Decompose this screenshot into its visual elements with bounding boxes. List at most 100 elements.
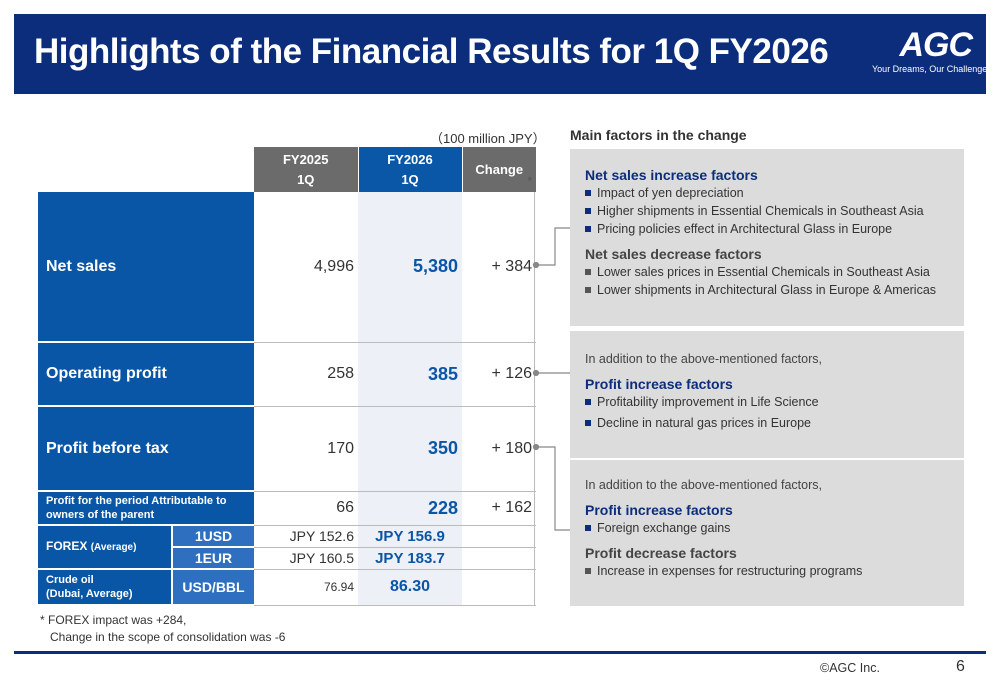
square-bullet-icon: [585, 207, 591, 214]
list-item: Decline in natural gas prices in Europe: [585, 416, 964, 430]
footer-divider: [14, 651, 986, 654]
box-intro: In addition to the above-mentioned facto…: [585, 478, 822, 492]
list-item: Profitability improvement in Life Scienc…: [585, 395, 964, 409]
value-fy2025: 258: [254, 342, 358, 407]
forex-label-sub: (Average): [90, 542, 137, 553]
header-banner: Highlights of the Financial Results for …: [14, 14, 988, 94]
square-bullet-icon: [585, 398, 591, 405]
connector-dot-net-sales: [532, 261, 540, 269]
header-fy2025: FY2025 1Q: [254, 147, 359, 192]
list-item: Impact of yen depreciation: [585, 186, 964, 200]
profit-increase-title: Profit increase factors: [585, 502, 733, 518]
agc-logo: AGC Your Dreams, Our Challenge: [872, 26, 988, 74]
unit-usd: 1USD: [171, 525, 254, 548]
list-item: Lower shipments in Architectural Glass i…: [585, 283, 964, 297]
connector-dot-profit-before-tax: [532, 443, 540, 451]
value-fy2026: 5,380: [358, 192, 462, 343]
table-row-operating-profit: Operating profit 258 385 + 126: [38, 342, 536, 407]
list-item: Foreign exchange gains: [585, 521, 964, 535]
square-bullet-icon: [585, 225, 591, 232]
logo-text: AGC: [899, 26, 973, 64]
connector-net-sales: [536, 227, 570, 266]
factors-heading: Main factors in the change: [570, 127, 747, 143]
table-row-net-sales: Net sales 4,996 5,380 * + 384: [38, 174, 536, 343]
forex-label-main: FOREX: [46, 539, 88, 553]
list-item: Higher shipments in Essential Chemicals …: [585, 204, 964, 218]
table-row-forex-usd: FOREX (Average) 1USD JPY 152.6 JPY 156.9: [38, 525, 536, 570]
table-right-border: [534, 192, 535, 605]
square-bullet-icon: [585, 567, 591, 574]
profit-decrease-title: Profit decrease factors: [585, 545, 737, 561]
square-bullet-icon: [585, 268, 591, 275]
factors-box-profit-before-tax: In addition to the above-mentioned facto…: [570, 460, 964, 606]
value-change: * + 384: [462, 174, 536, 343]
header-fy2025-line1: FY2025: [282, 151, 329, 167]
box-intro: In addition to the above-mentioned facto…: [585, 352, 822, 366]
logo-tagline: Your Dreams, Our Challenge: [872, 64, 988, 74]
table-row-profit-before-tax: Profit before tax 170 350 + 180: [38, 406, 536, 492]
factors-box-net-sales: Net sales increase factors Impact of yen…: [570, 149, 964, 326]
crude-label-line2: (Dubai, Average): [46, 588, 133, 600]
value-fy2025: 76.94: [254, 569, 358, 606]
unit-usd-bbl: USD/BBL: [171, 569, 254, 606]
copyright: ©AGC Inc.: [820, 661, 880, 675]
crude-label-line1: Crude oil: [46, 574, 94, 586]
factors-box-operating-profit: In addition to the above-mentioned facto…: [570, 331, 964, 458]
footnote-line1: * FOREX impact was +284,: [40, 613, 187, 627]
table-row-profit-attributable: Profit for the period Attributable to ow…: [38, 491, 536, 526]
value-fy2025: 170: [254, 406, 358, 492]
list-item: Pricing policies effect in Architectural…: [585, 222, 964, 236]
square-bullet-icon: [585, 524, 591, 531]
header-change: Change: [462, 147, 536, 192]
forex-label: FOREX (Average): [38, 525, 172, 570]
list-item-text: Foreign exchange gains: [597, 521, 731, 535]
net-sales-increase-title: Net sales increase factors: [585, 167, 758, 183]
footnote-star: *: [527, 174, 532, 188]
unit-note: （100 million JPY）: [430, 131, 546, 146]
header-fy2026: FY2026 1Q: [358, 147, 463, 192]
value-fy2026: 385: [358, 342, 462, 407]
header-fy2026-line1: FY2026: [387, 151, 433, 167]
row-label: Operating profit: [38, 342, 254, 407]
list-item-text: Lower shipments in Architectural Glass i…: [597, 283, 937, 297]
list-item-text: Pricing policies effect in Architectural…: [597, 222, 893, 236]
value-change: + 162: [462, 491, 536, 526]
list-item-text: Increase in expenses for restructuring p…: [597, 564, 863, 578]
header-fy2026-line2: 1Q: [401, 171, 419, 187]
header-fy2025-line2: 1Q: [297, 171, 315, 187]
value-fy2026: 86.30: [358, 569, 462, 606]
list-item: Lower sales prices in Essential Chemical…: [585, 265, 964, 279]
crude-label: Crude oil (Dubai, Average): [38, 569, 172, 606]
square-bullet-icon: [585, 286, 591, 293]
value-change-text: + 384: [491, 257, 532, 275]
financial-table: FY2025 1Q FY2026 1Q Change Net sales 4,9…: [38, 147, 536, 606]
table-row-forex-eur: 1EUR JPY 160.5 JPY 183.7: [38, 547, 536, 570]
square-bullet-icon: [585, 189, 591, 196]
connector-dot-operating-profit: [532, 369, 540, 377]
page-title: Highlights of the Financial Results for …: [34, 32, 829, 71]
page-number: 6: [956, 658, 965, 675]
table-header-row: FY2025 1Q FY2026 1Q Change: [38, 147, 536, 192]
list-item-text: Higher shipments in Essential Chemicals …: [597, 204, 924, 218]
row-label: Profit for the period Attributable to ow…: [38, 491, 254, 526]
row-label: Net sales: [38, 192, 254, 343]
connector-profit-before-tax: [536, 446, 570, 531]
value-fy2026: JPY 156.9: [358, 525, 462, 548]
profit-increase-title: Profit increase factors: [585, 376, 733, 392]
list-item-text: Impact of yen depreciation: [597, 186, 744, 200]
list-item-text: Profitability improvement in Life Scienc…: [597, 395, 819, 409]
value-fy2026: JPY 183.7: [358, 547, 462, 570]
value-fy2025: 4,996: [254, 192, 358, 343]
row-label: Profit before tax: [38, 406, 254, 492]
value-fy2025: 66: [254, 491, 358, 526]
square-bullet-icon: [585, 419, 591, 426]
value-fy2025: JPY 160.5: [254, 547, 358, 570]
value-change: + 126: [462, 342, 536, 407]
list-item: Increase in expenses for restructuring p…: [585, 564, 964, 578]
value-fy2026: 350: [358, 406, 462, 492]
value-change-empty: [462, 525, 536, 548]
value-fy2025: JPY 152.6: [254, 525, 358, 548]
value-fy2026: 228: [358, 491, 462, 526]
footnote: * FOREX impact was +284, Change in the s…: [40, 612, 285, 646]
